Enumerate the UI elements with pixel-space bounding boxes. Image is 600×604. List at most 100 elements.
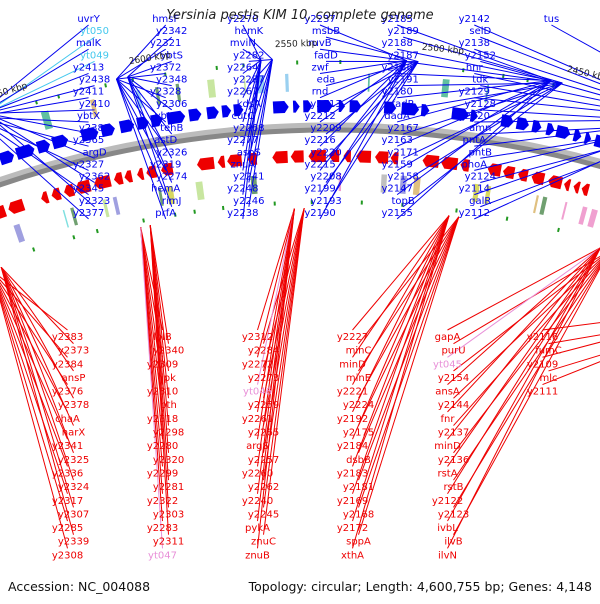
gene-label-reverse: y2221 bbox=[337, 387, 368, 398]
gene-label-forward: y2287 bbox=[233, 75, 264, 86]
gene-label-forward: y2193 bbox=[310, 196, 341, 207]
gene-label-forward: y2189 bbox=[387, 26, 418, 37]
gene-label-forward: y2215 bbox=[304, 159, 335, 170]
cog-bar-reverse bbox=[533, 195, 539, 213]
gene-label-reverse: znuC bbox=[251, 537, 276, 548]
gene-label-reverse: y2260 bbox=[242, 468, 273, 479]
gene-label-forward: y2120 bbox=[459, 111, 490, 122]
gene-label-forward: zwf bbox=[312, 62, 329, 73]
cog-bar-reverse bbox=[113, 197, 121, 215]
gene-label-forward: phoA bbox=[461, 159, 487, 170]
gene-label-forward: y2328 bbox=[150, 87, 181, 98]
gene-label-reverse: xthA bbox=[341, 550, 364, 561]
reverse-gene-arrow bbox=[8, 199, 25, 214]
gene-label-reverse-callout bbox=[448, 248, 600, 467]
gene-label-reverse: y2137 bbox=[438, 428, 469, 439]
gene-label-forward: y2248 bbox=[227, 184, 258, 195]
gene-label-reverse-callout bbox=[454, 251, 600, 399]
gene-label-reverse-callout bbox=[448, 248, 600, 549]
gene-label-reverse: y2273 bbox=[248, 373, 279, 384]
gene-label-forward: y2171 bbox=[387, 147, 418, 158]
gene-label-reverse: y2183 bbox=[337, 468, 368, 479]
gene-label-forward: kdsA bbox=[237, 99, 261, 110]
gene-label-reverse: y2310 bbox=[147, 387, 178, 398]
reverse-gene-arrow bbox=[574, 181, 581, 193]
gene-label-reverse: y2259 bbox=[248, 400, 279, 411]
gene-label-forward: cutC bbox=[231, 111, 254, 122]
gene-label-reverse-callout bbox=[448, 248, 600, 385]
gene-label-forward: y2326 bbox=[156, 147, 187, 158]
gene-label-forward: y2188 bbox=[381, 38, 412, 49]
gene-label-forward: y2372 bbox=[150, 62, 181, 73]
gene-label-forward: y2208 bbox=[310, 172, 341, 183]
gene-label-reverse: minD bbox=[339, 359, 366, 370]
reverse-gene-arrow bbox=[356, 150, 371, 162]
gene-label-reverse: y2168 bbox=[343, 509, 374, 520]
gene-label-forward: galR bbox=[469, 196, 491, 207]
forward-gene-arrow bbox=[516, 117, 529, 130]
gene-label-forward: y2413 bbox=[73, 62, 104, 73]
reverse-gene-arrow bbox=[197, 157, 215, 171]
gene-label-reverse: y2340 bbox=[153, 346, 184, 357]
cog-bar-reverse bbox=[13, 224, 25, 243]
cog-bar-forward bbox=[285, 74, 289, 92]
gene-label-forward: hnr bbox=[466, 62, 484, 73]
forward-gene-arrow bbox=[0, 151, 14, 166]
gene-label-reverse: y2122 bbox=[432, 496, 463, 507]
gene-label-reverse: y2308 bbox=[52, 550, 83, 561]
gene-label-reverse: y2181 bbox=[343, 482, 374, 493]
gene-label-reverse: y2245 bbox=[248, 509, 279, 520]
gene-label-forward: y2167 bbox=[387, 123, 418, 134]
gene-label-reverse: y2111 bbox=[527, 387, 558, 398]
gene-label-reverse: yt046 bbox=[243, 387, 272, 398]
gene-label-forward: y2306 bbox=[156, 99, 187, 110]
cog-bar-forward bbox=[207, 79, 216, 98]
gene-label-reverse: y2265 bbox=[248, 428, 279, 439]
gene-label-forward: tehB bbox=[160, 123, 183, 134]
gene-label-reverse: narX bbox=[62, 428, 86, 439]
gene-label-reverse: y2336 bbox=[52, 468, 83, 479]
gene-label-forward: hemA bbox=[151, 184, 180, 195]
reverse-gene-arrow bbox=[114, 172, 124, 185]
gene-label-forward: y2411 bbox=[73, 87, 104, 98]
gene-label-forward: y2180 bbox=[381, 87, 412, 98]
gene-label-forward: y2268 bbox=[233, 123, 264, 134]
gene-label-forward: y2319 bbox=[150, 159, 181, 170]
gene-label-forward: y2163 bbox=[381, 135, 412, 146]
gene-label-reverse: y2303 bbox=[153, 509, 184, 520]
gene-label-reverse: lolB bbox=[153, 332, 172, 343]
gene-label-reverse: yt047 bbox=[148, 550, 177, 561]
map-title: Yersinia pestis KIM 10, complete genome bbox=[0, 8, 600, 23]
gene-label-forward: y2321 bbox=[150, 38, 181, 49]
gene-label-forward: znuA bbox=[230, 159, 255, 170]
gene-label-forward: selD bbox=[469, 26, 491, 37]
gene-label-forward: aspS bbox=[237, 147, 261, 158]
reverse-gene-arrow bbox=[41, 191, 49, 203]
green-tick-inner bbox=[507, 217, 508, 221]
gene-label-forward: rimJ bbox=[162, 196, 182, 207]
reverse-gene-arrow bbox=[218, 156, 226, 168]
reverse-gene-arrow bbox=[272, 151, 288, 164]
gene-label-reverse: y2341 bbox=[52, 441, 83, 452]
gene-label-reverse: y2262 bbox=[248, 482, 279, 493]
gene-label-reverse: y2376 bbox=[52, 387, 83, 398]
gene-label-forward: y2282 bbox=[233, 50, 264, 61]
gene-label-forward: eda bbox=[317, 75, 336, 86]
gene-label-forward: y2114 bbox=[459, 184, 490, 195]
gene-label-reverse: y2298 bbox=[153, 428, 184, 439]
gene-label-forward: msbB bbox=[312, 26, 340, 37]
green-tick-inner bbox=[97, 229, 98, 233]
cog-bar-reverse bbox=[539, 197, 547, 215]
gene-label-forward: y2410 bbox=[79, 99, 110, 110]
gene-label-reverse: y2261 bbox=[242, 414, 273, 425]
gene-label-reverse: y2283 bbox=[147, 523, 178, 534]
gene-label-forward: rnd bbox=[312, 87, 329, 98]
reverse-gene-arrow bbox=[582, 184, 590, 196]
gene-label-forward: y2362 bbox=[79, 172, 110, 183]
gene-label-reverse: y2224 bbox=[343, 400, 374, 411]
gene-label-forward: y2365 bbox=[73, 135, 104, 146]
gene-label-reverse: y2320 bbox=[153, 455, 184, 466]
gene-label-reverse: minC bbox=[346, 346, 372, 357]
